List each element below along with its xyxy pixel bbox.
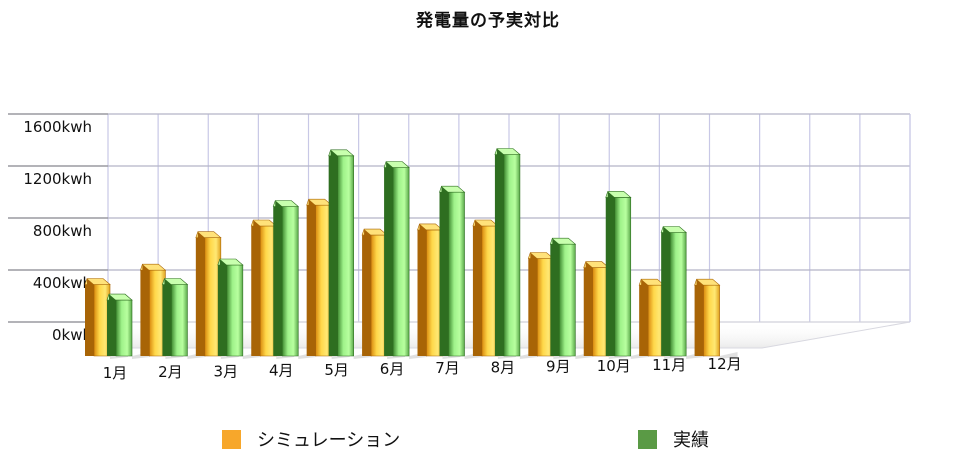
- bar-left-face: [109, 294, 116, 356]
- bar-left-face: [585, 261, 593, 356]
- bar-actual: [162, 278, 206, 359]
- bar-left-face: [386, 161, 394, 356]
- bar-simulation: [84, 278, 128, 359]
- x-tick-label: 5月: [324, 361, 349, 379]
- bar-left-face: [330, 149, 338, 356]
- bar-front: [337, 155, 354, 357]
- x-tick-label: 10月: [597, 357, 631, 375]
- bar-left-face: [441, 186, 449, 356]
- bar-front: [703, 284, 720, 357]
- bars: [84, 148, 738, 359]
- bar-actual: [106, 293, 150, 359]
- bar-front: [115, 299, 133, 357]
- x-tick-label: 1月: [103, 364, 128, 382]
- bar-left-face: [253, 220, 261, 356]
- bar-left-face: [275, 200, 283, 356]
- bar-simulation: [583, 261, 627, 359]
- bar-simulation: [140, 263, 184, 359]
- y-tick-label: 1600kwh: [23, 118, 92, 136]
- bar-actual: [383, 161, 428, 359]
- bar-front: [559, 243, 576, 357]
- bar-actual: [660, 226, 705, 359]
- y-tick-label: 0kwh: [52, 326, 92, 344]
- bar-simulation: [250, 219, 295, 359]
- x-axis: 1月 2月 3月 4月 5月 6月 7月 8月 9月 10月 11月 12月: [103, 355, 742, 382]
- legend-label-actual: 実績: [673, 430, 709, 451]
- x-tick-label: 4月: [269, 362, 294, 380]
- bar-left-face: [308, 199, 316, 356]
- bar-simulation: [361, 228, 406, 359]
- bar-left-face: [530, 252, 538, 356]
- bar-left-face: [496, 148, 504, 356]
- bar-front: [226, 264, 244, 357]
- legend-swatch-actual: [638, 429, 657, 449]
- bar-simulation: [472, 219, 516, 359]
- chart-title: 発電量の予実対比: [416, 11, 560, 31]
- x-tick-label: 9月: [546, 358, 571, 376]
- y-axis: 0kwh 400kwh 800kwh 1200kwh 1600kwh: [23, 118, 92, 344]
- bar-shadow: [719, 352, 738, 359]
- x-tick-label: 6月: [380, 360, 405, 378]
- bar-front: [503, 154, 521, 357]
- x-tick-label: 11月: [652, 356, 686, 374]
- bar-left-face: [197, 231, 205, 356]
- bar-left-face: [164, 278, 172, 356]
- bar-simulation: [527, 252, 572, 359]
- bar-left-face: [142, 264, 150, 356]
- bar-simulation: [694, 278, 738, 359]
- bar-front: [281, 206, 299, 357]
- bar-left-face: [87, 278, 94, 356]
- x-tick-label: 8月: [491, 358, 516, 376]
- legend-item-actual: 実績: [638, 426, 709, 452]
- bar-left-face: [552, 238, 560, 356]
- bar-left-face: [663, 226, 671, 356]
- bar-front: [171, 284, 188, 357]
- bar-front: [448, 191, 465, 357]
- bar-left-face: [364, 229, 372, 356]
- x-tick-label: 3月: [214, 362, 239, 380]
- legend-label-simulation: シミュレーション: [257, 430, 401, 451]
- y-tick-label: 800kwh: [33, 222, 92, 240]
- bar-front: [669, 232, 687, 357]
- x-tick-label: 2月: [158, 363, 183, 381]
- bar-front: [392, 167, 410, 357]
- bar-actual: [272, 200, 317, 359]
- bar-left-face: [474, 220, 482, 356]
- bar-left-face: [419, 223, 427, 356]
- bar-front: [614, 197, 632, 357]
- y-tick-label: 1200kwh: [23, 170, 92, 188]
- bar-left-face: [607, 191, 615, 356]
- bar-simulation: [417, 223, 461, 359]
- bar-actual: [439, 185, 483, 359]
- bar-actual: [549, 237, 594, 359]
- bar-left-face: [641, 279, 649, 356]
- bar-left-face: [219, 259, 227, 356]
- x-tick-label: 12月: [708, 355, 742, 373]
- legend-swatch-simulation: [222, 429, 241, 449]
- y-tick-label: 400kwh: [33, 274, 92, 292]
- bar-left-face: [696, 279, 704, 356]
- x-tick-label: 7月: [435, 359, 460, 377]
- legend-item-simulation: シミュレーション: [222, 426, 400, 452]
- bar-actual: [494, 148, 538, 359]
- bar-actual: [328, 149, 372, 359]
